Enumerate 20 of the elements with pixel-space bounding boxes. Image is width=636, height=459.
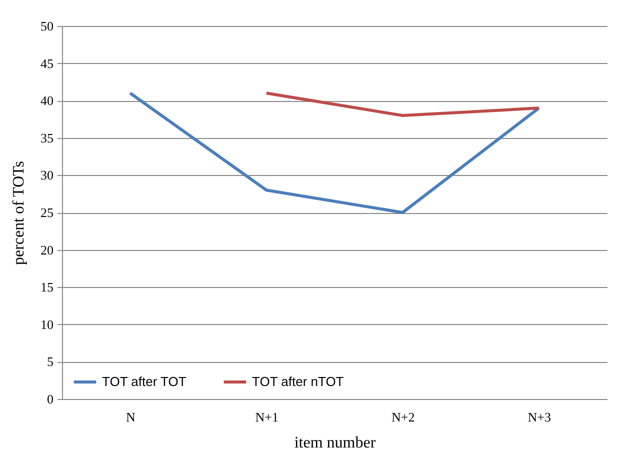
y-tick-label: 5 [47,354,54,370]
y-tick-label: 20 [40,242,54,258]
x-tick-label: N+2 [392,410,415,424]
legend-label: TOT after TOT [102,374,186,389]
x-axis-title: item number [294,434,376,452]
y-tick-label: 10 [40,316,54,332]
x-tick-label: N+3 [528,410,551,424]
y-tick-label: 0 [47,392,54,406]
y-tick-label: 15 [40,280,54,295]
y-tick-label: 40 [40,93,54,108]
y-tick-label: 50 [40,18,54,34]
y-tick-label: 25 [40,205,54,220]
y-axis-title: percent of TOTs [10,160,28,266]
x-tick-label: N+1 [255,410,278,424]
x-tick-label: N [126,410,136,424]
legend-label: TOT after nTOT [252,374,344,389]
line-series [128,92,540,214]
y-tick-label: 30 [40,168,54,183]
y-tick-label: 35 [40,130,54,146]
y-tick-label: 45 [40,56,54,71]
